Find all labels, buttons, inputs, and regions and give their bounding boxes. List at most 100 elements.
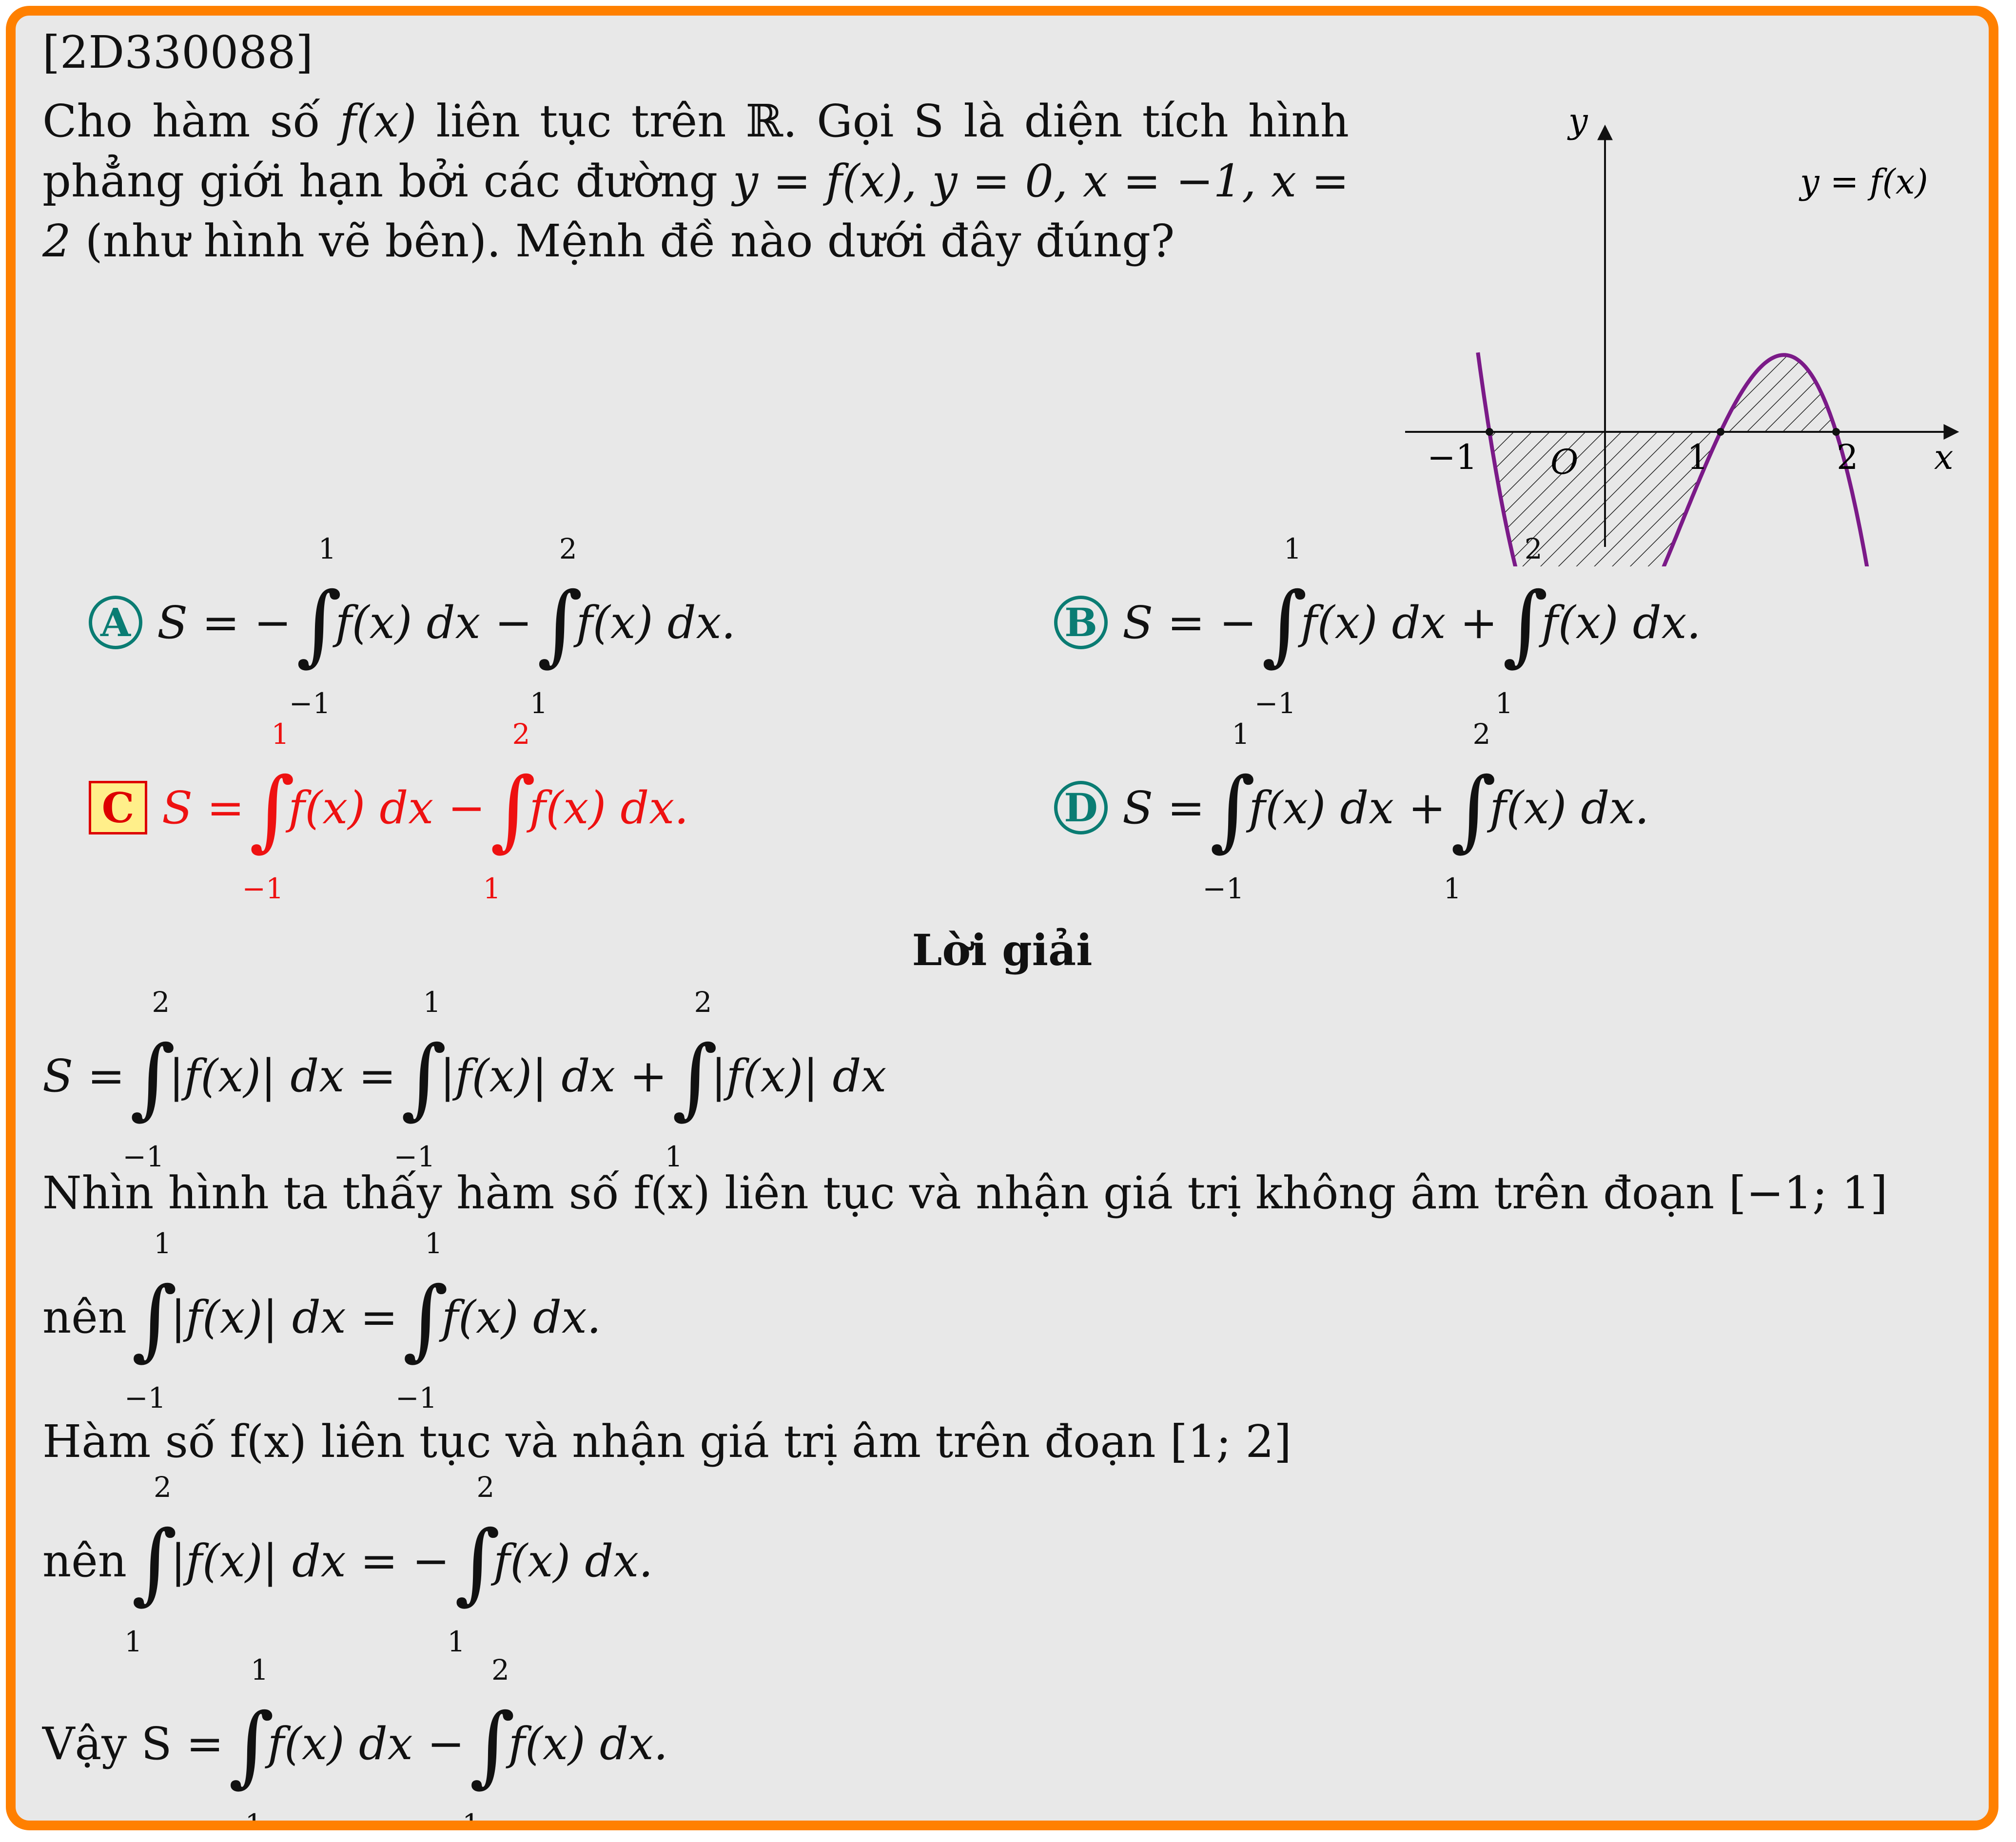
problem-card: [2D330088] Cho hàm số f(x) liên tục trên…: [6, 6, 1998, 1830]
option-d[interactable]: D S = ∫ 1 −1 f(x) dx + ∫ 2 1 f(x) dx.: [1054, 771, 1649, 844]
solution-s-label: S =: [42, 1050, 125, 1102]
upper-limit: 2: [512, 717, 530, 751]
integral-sign: ∫ 1 −1: [249, 771, 283, 844]
integral-sign: ∫ 1 −1: [1262, 586, 1296, 659]
option-a-lhs: S = −: [157, 597, 292, 649]
solution-text-2: Hàm số f(x) liên tục và nhận giá trị âm …: [42, 1419, 1292, 1464]
x-axis-label: x: [1934, 437, 1953, 477]
upper-limit: 1: [1232, 717, 1250, 751]
integral-sign: ∫ 2 1: [537, 586, 571, 659]
tick-label-1: 1: [1687, 437, 1709, 477]
lower-limit: −1: [242, 872, 284, 905]
integral-sign: ∫ 2 1: [132, 1524, 166, 1597]
lower-limit: −1: [124, 1381, 166, 1415]
solution-term: |f(x)| dx = −: [171, 1535, 450, 1587]
upper-limit: 1: [251, 1653, 269, 1687]
upper-limit: 2: [476, 1471, 494, 1504]
integral-sign: ∫ 2 1: [672, 1039, 706, 1112]
root-point-2: [1832, 428, 1840, 436]
solution-conclusion: Vậy S = ∫ 1 −1 f(x) dx − ∫ 2 1 f(x) dx.: [42, 1707, 668, 1780]
option-a-term1: f(x) dx −: [335, 597, 532, 649]
upper-limit: 1: [423, 986, 441, 1019]
lower-limit: −1: [395, 1381, 437, 1415]
option-a[interactable]: A S = − ∫ 1 −1 f(x) dx − ∫ 2 1 f(x) dx.: [89, 586, 736, 659]
solution-heading: Lời giải: [16, 925, 1989, 975]
option-d-term1: f(x) dx +: [1249, 782, 1446, 834]
integral-sign: ∫ 2 1: [454, 1524, 489, 1597]
problem-function: f(x): [340, 95, 417, 147]
integral-sign: ∫ 1 −1: [296, 586, 331, 659]
option-a-badge: A: [89, 596, 142, 649]
option-b-badge: B: [1054, 596, 1108, 649]
option-c-badge: C: [89, 781, 147, 834]
solution-text-1: Nhìn hình ta thấy hàm số f(x) liên tục v…: [42, 1171, 1888, 1216]
y-axis-label: y: [1567, 101, 1588, 141]
solution-equation-2: nên ∫ 1 −1 |f(x)| dx = ∫ 1 −1 f(x) dx.: [42, 1280, 601, 1354]
option-b-term2: f(x) dx.: [1542, 597, 1701, 649]
integral-sign: ∫ 1 −1: [403, 1280, 437, 1354]
solution-term: f(x) dx.: [493, 1535, 653, 1587]
integral-sign: ∫ 2 1: [490, 771, 524, 844]
option-b-term1: f(x) dx +: [1301, 597, 1498, 649]
option-d-badge: D: [1054, 781, 1108, 834]
integral-sign: ∫ 1 −1: [1210, 771, 1244, 844]
solution-prefix: nên: [42, 1291, 127, 1343]
curve-label: y = f(x): [1799, 162, 1928, 202]
tick-label-minus1: −1: [1427, 437, 1477, 477]
root-point-1: [1717, 428, 1724, 436]
option-c-lhs: S =: [162, 782, 244, 834]
upper-limit: 2: [1472, 717, 1490, 751]
integral-sign: ∫ 1 −1: [401, 1039, 435, 1112]
solution-term: |f(x)| dx +: [440, 1050, 667, 1102]
option-b-lhs: S = −: [1122, 597, 1257, 649]
option-d-lhs: S =: [1122, 782, 1205, 834]
lower-limit: −1: [1202, 872, 1244, 905]
lower-limit: 1: [124, 1625, 142, 1658]
option-c-term2: f(x) dx.: [529, 782, 688, 834]
option-b[interactable]: B S = − ∫ 1 −1 f(x) dx + ∫ 2 1 f(x) dx.: [1054, 586, 1701, 659]
integral-sign: ∫ 1 −1: [229, 1707, 263, 1780]
tick-label-2: 2: [1837, 437, 1859, 477]
upper-limit: 1: [425, 1227, 443, 1260]
upper-limit: 1: [154, 1227, 172, 1260]
upper-limit: 2: [559, 532, 577, 565]
upper-limit: 1: [271, 717, 289, 751]
upper-limit: 2: [152, 986, 170, 1019]
integral-sign: ∫ 2 1: [1503, 586, 1537, 659]
problem-statement: Cho hàm số f(x) liên tục trên ℝ. Gọi S l…: [42, 91, 1349, 271]
solution-term: f(x) dx −: [268, 1718, 465, 1770]
integral-sign: ∫ 2 −1: [130, 1039, 164, 1112]
origin-label: O: [1550, 442, 1578, 482]
root-point-minus1: [1486, 428, 1493, 436]
solution-term: |f(x)| dx: [711, 1050, 887, 1102]
integral-sign: ∫ 2 1: [1450, 771, 1485, 844]
lower-limit: 1: [447, 1625, 465, 1658]
option-d-term2: f(x) dx.: [1489, 782, 1649, 834]
solution-term: f(x) dx.: [509, 1718, 668, 1770]
problem-text-3: (như hình vẽ bên). Mệnh đề nào dưới đây …: [71, 215, 1175, 267]
lower-limit: 1: [462, 1808, 480, 1830]
option-a-term2: f(x) dx.: [576, 597, 736, 649]
solution-term: |f(x)| dx =: [171, 1291, 398, 1343]
solution-equation-3: nên ∫ 2 1 |f(x)| dx = − ∫ 2 1 f(x) dx.: [42, 1524, 653, 1597]
option-c-term1: f(x) dx −: [288, 782, 485, 834]
lower-limit: 1: [1443, 872, 1461, 905]
solution-equation-1: S = ∫ 2 −1 |f(x)| dx = ∫ 1 −1 |f(x)| dx + ∫ 2…: [42, 1039, 886, 1112]
lower-limit: 1: [1495, 687, 1513, 720]
shaded-region-negative: [1721, 355, 1836, 432]
function-graph: y x O −1 1 2 y = f(x): [1381, 98, 1976, 566]
upper-limit: 2: [491, 1653, 509, 1687]
solution-prefix: nên: [42, 1535, 127, 1587]
upper-limit: 2: [1525, 532, 1543, 565]
lower-limit: 1: [483, 872, 501, 905]
lower-limit: 1: [530, 687, 548, 720]
problem-code: [2D330088]: [42, 30, 313, 75]
lower-limit: −1: [1254, 687, 1296, 720]
solution-prefix: Vậy S =: [42, 1718, 224, 1770]
integral-sign: ∫ 2 1: [470, 1707, 504, 1780]
upper-limit: 1: [318, 532, 336, 565]
option-c[interactable]: C S = ∫ 1 −1 f(x) dx − ∫ 2 1 f(x) dx.: [89, 771, 688, 844]
upper-limit: 1: [1284, 532, 1302, 565]
upper-limit: 2: [694, 986, 712, 1019]
lower-limit: −1: [221, 1808, 263, 1830]
